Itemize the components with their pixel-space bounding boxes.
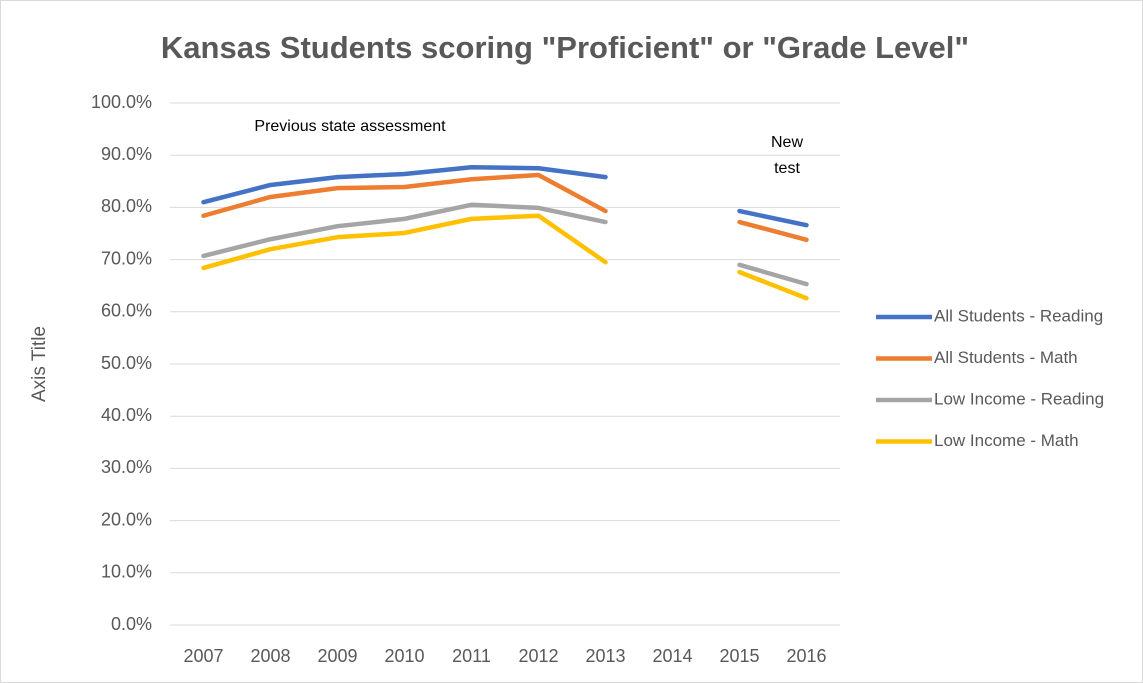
y-tick-label: 20.0% [101, 509, 152, 529]
annotation: New test [770, 134, 803, 177]
y-tick-label: 50.0% [101, 353, 152, 373]
y-tick-label: 70.0% [101, 248, 152, 268]
legend-label: Low Income - Math [934, 431, 1079, 450]
y-tick-label: 30.0% [101, 457, 152, 477]
x-tick-label: 2015 [719, 646, 759, 666]
y-tick-label: 60.0% [101, 301, 152, 321]
series-line [201, 164, 809, 228]
x-tick-label: 2013 [585, 646, 625, 666]
y-tick-label: 10.0% [101, 562, 152, 582]
x-tick-label: 2008 [250, 646, 290, 666]
x-tick-label: 2009 [317, 646, 357, 666]
x-tick-label: 2012 [518, 646, 558, 666]
series-line [201, 202, 809, 287]
y-tick-label: 0.0% [111, 614, 152, 634]
chart-title: Kansas Students scoring "Proficient" or … [161, 30, 969, 65]
y-tick-label: 40.0% [101, 405, 152, 425]
legend-label: Low Income - Reading [934, 389, 1104, 408]
legend-label: All Students - Math [934, 348, 1078, 367]
y-tick-label: 90.0% [101, 144, 152, 164]
annotation: Previous state assessment [254, 118, 446, 135]
series-line [201, 213, 809, 301]
x-tick-label: 2014 [652, 646, 692, 666]
x-tick-label: 2016 [786, 646, 826, 666]
legend-label: All Students - Reading [934, 306, 1103, 325]
x-tick-label: 2010 [384, 646, 424, 666]
y-tick-label: 80.0% [101, 196, 152, 216]
x-tick-label: 2011 [452, 646, 491, 666]
y-tick-label: 100.0% [91, 92, 152, 112]
y-axis-title: Axis Title [29, 326, 50, 402]
x-tick-label: 2007 [183, 646, 223, 666]
series-line [201, 172, 809, 243]
